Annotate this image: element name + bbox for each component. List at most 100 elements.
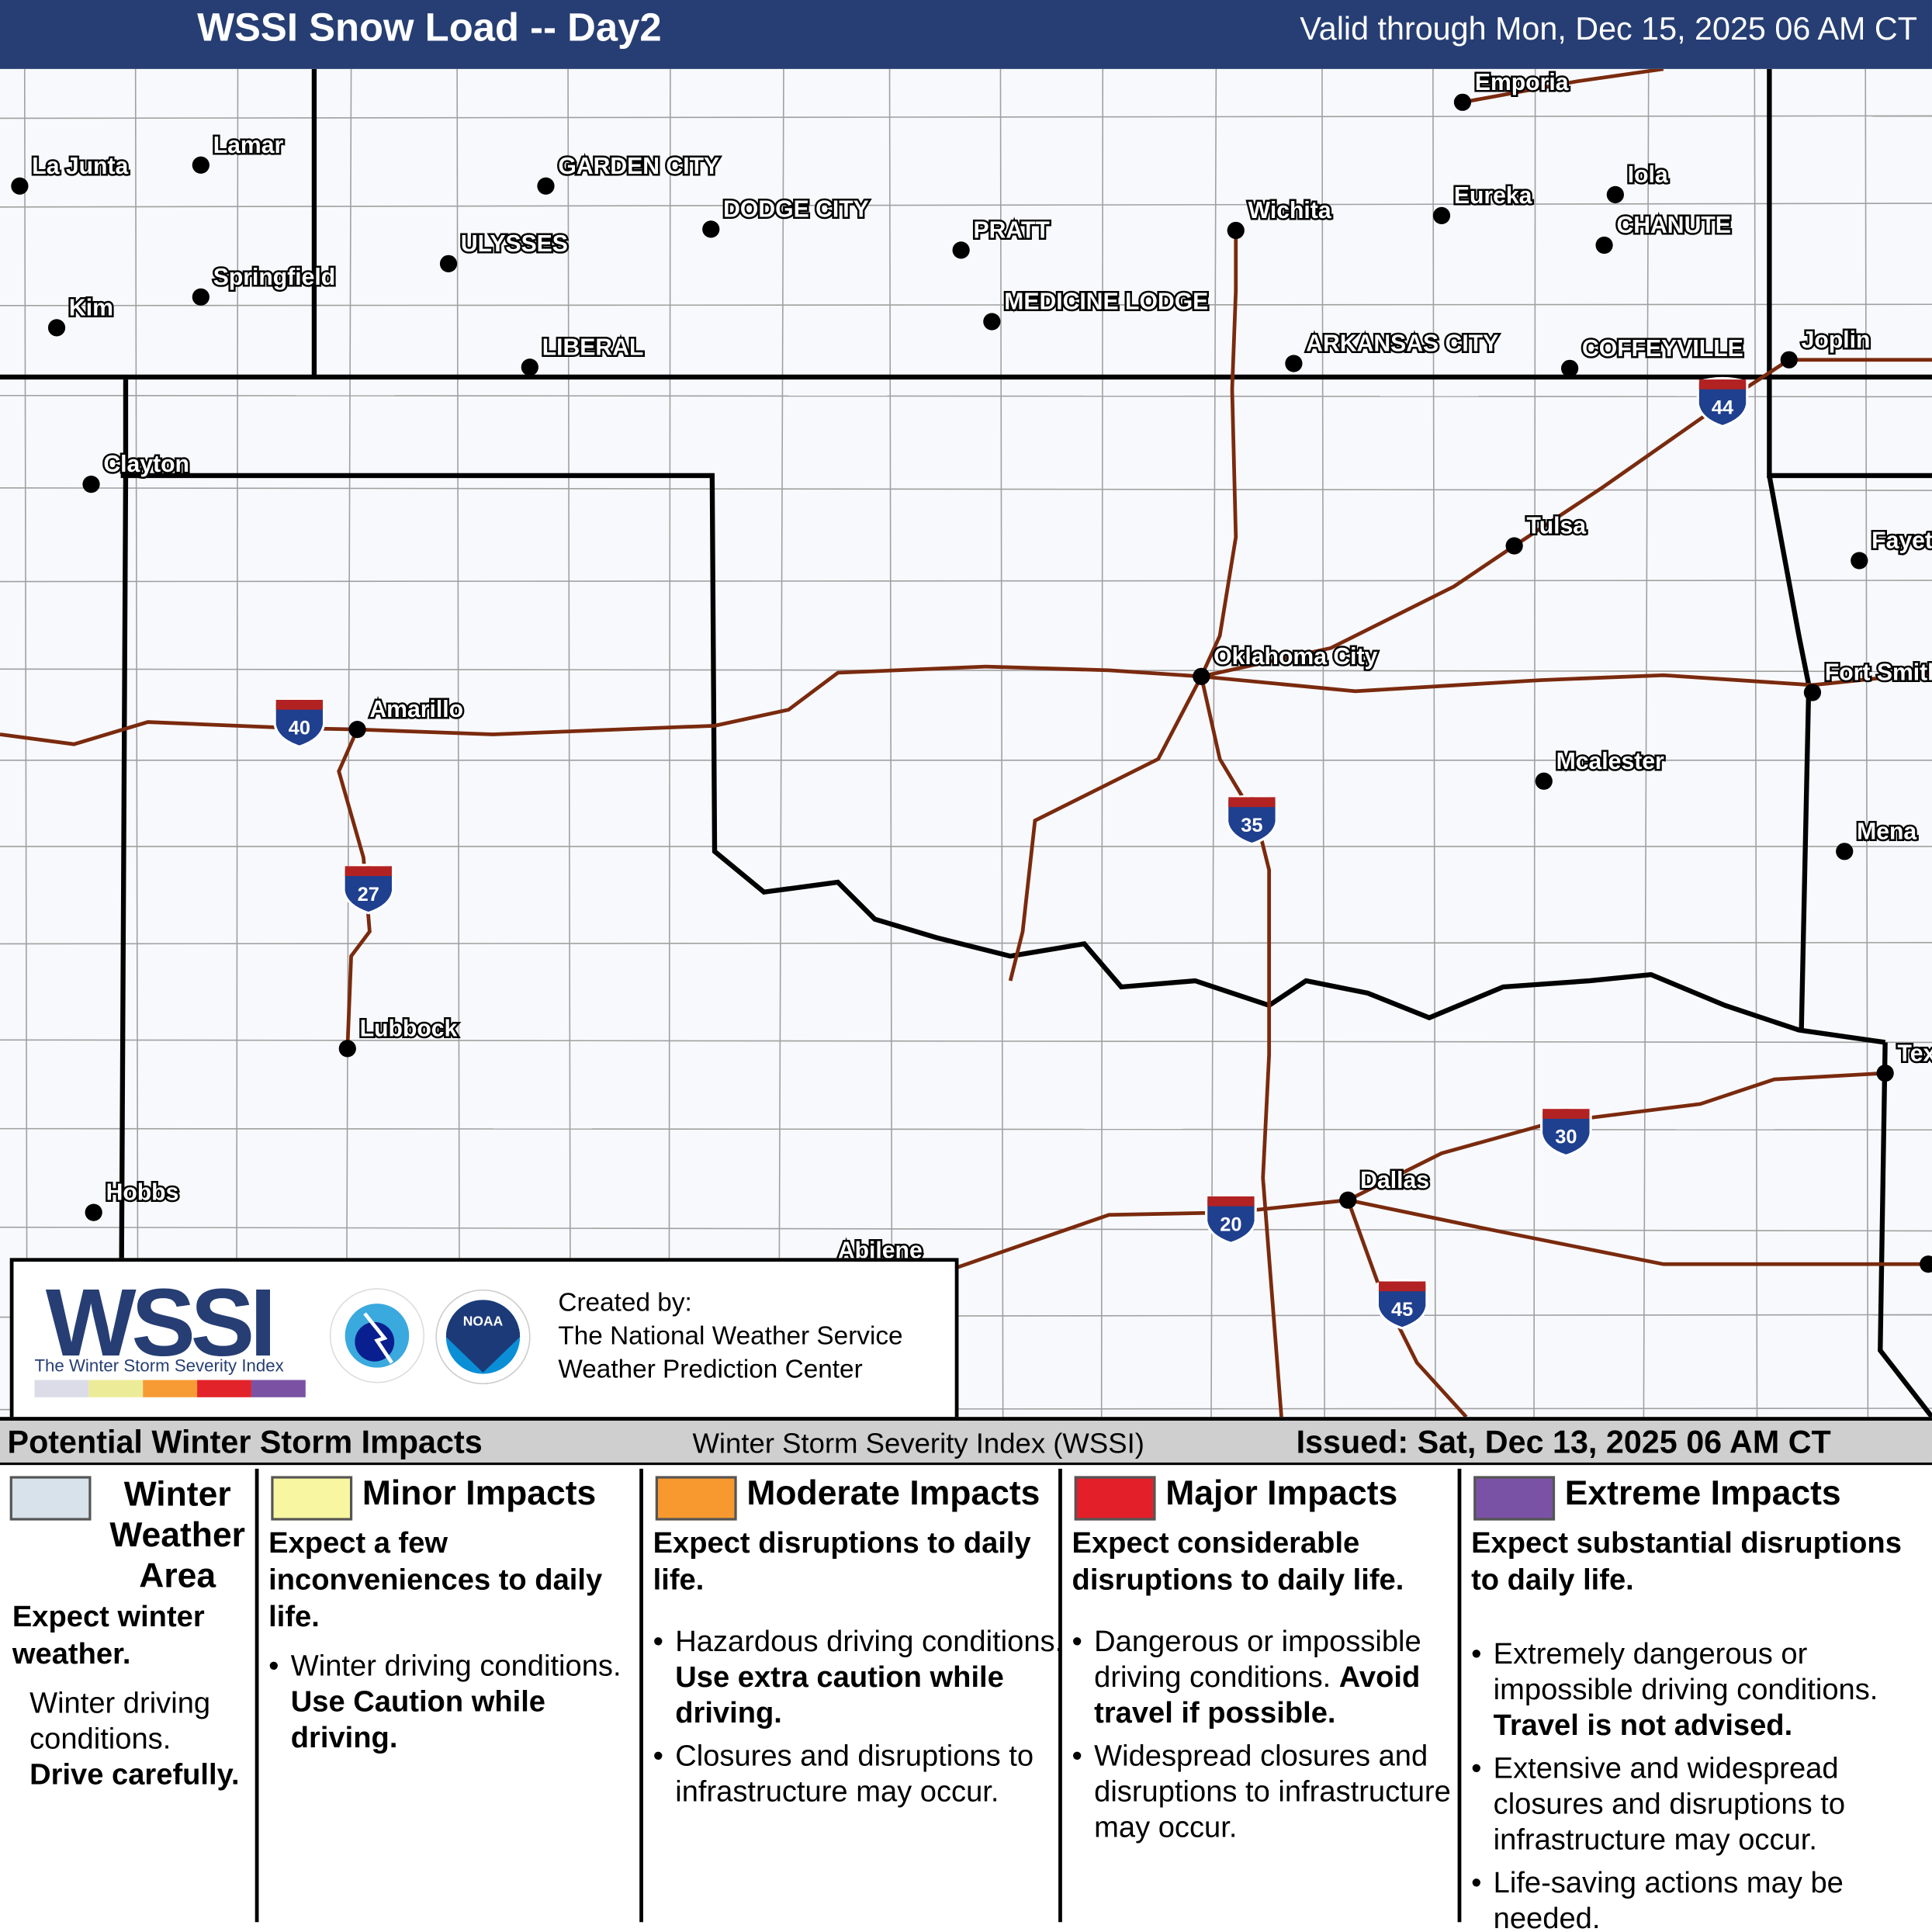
city-marker: Amarillo (348, 695, 466, 739)
noaa-logo-icon: NOAA (435, 1289, 531, 1385)
svg-text:30: 30 (1555, 1127, 1577, 1148)
city-dot (1535, 772, 1553, 790)
city-label: ULYSSES (461, 231, 568, 257)
city-dot (11, 177, 29, 195)
city-label: La Junta (32, 154, 128, 179)
city-dot (192, 288, 209, 306)
city-marker: CHANUTE (1595, 211, 1733, 254)
legend-bullet: Extensive and widespread closures and di… (1471, 1751, 1932, 1858)
county-borders (0, 68, 1932, 1418)
city-dot (521, 358, 538, 376)
city-label: Mcalester (1556, 749, 1664, 774)
map-title: WSSI Snow Load -- Day2 (197, 5, 662, 50)
city-dot (1227, 221, 1245, 240)
svg-text:40: 40 (289, 717, 310, 739)
svg-text:44: 44 (1712, 397, 1733, 419)
city-dot (85, 1203, 102, 1221)
city-label: Wichita (1248, 198, 1331, 223)
interstate-shield-30: 30 (1540, 1106, 1592, 1158)
legend-bullet: Dangerous or impossible driving conditio… (1072, 1624, 1456, 1731)
legend-divider (1457, 1468, 1462, 1923)
legend-expect: Expect substantial disruptions to daily … (1471, 1526, 1902, 1598)
header: WSSI Snow Load -- Day2 Valid through Mon… (0, 0, 1932, 69)
city-marker: Dallas (1339, 1165, 1432, 1209)
interstate-roads (0, 67, 1932, 1418)
city-marker: La Junta (11, 151, 130, 195)
legend-bullet: Life-saving actions may be needed. (1471, 1865, 1932, 1932)
city-marker: ULYSSES (439, 229, 570, 272)
city-dot (348, 720, 366, 739)
city-label: Dallas (1360, 1168, 1429, 1193)
city-dot (1876, 1065, 1894, 1082)
city-marker: GARDEN CITY (537, 151, 722, 195)
city-label: Lubbock (360, 1016, 458, 1042)
legend-expect: Expect considerable disruptions to daily… (1072, 1526, 1404, 1598)
color-swatch (143, 1380, 198, 1397)
svg-text:35: 35 (1241, 815, 1262, 836)
city-marker: Shreveport (1920, 1255, 1932, 1273)
impact-legend: Winter Weather Area Expect winter weathe… (0, 1464, 1932, 1932)
city-label: PRATT (974, 217, 1051, 243)
city-marker: Joplin (1780, 325, 1872, 369)
color-swatch (34, 1380, 89, 1397)
city-label: Mena (1857, 819, 1916, 844)
city-labels: La Junta Lamar Springfield Kim GARDEN CITYDO… (11, 68, 1932, 1279)
city-dot (1432, 206, 1451, 225)
city-dot (952, 241, 970, 259)
city-marker: Mena (1836, 817, 1919, 860)
legend-bullets: Dangerous or impossible driving conditio… (1072, 1624, 1456, 1853)
city-dot (702, 220, 720, 238)
map-area: 40 27 35 44 30 20 45 La Junta Lamar Springfield K… (0, 67, 1932, 1419)
city-label: Kim (69, 296, 113, 321)
legend-title: Major Impacts (1165, 1473, 1398, 1512)
city-marker: COFFEYVILLE (1560, 334, 1745, 377)
city-label: MEDICINE LODGE (1004, 289, 1208, 315)
legend-bullet: Winter driving conditions. Use Caution w… (268, 1649, 641, 1756)
legend-note: Winter driving conditions. Drive carefull… (29, 1686, 240, 1792)
legend-swatch (271, 1476, 353, 1521)
city-marker: MEDICINE LODGE (983, 287, 1210, 331)
legend-title: Moderate Impacts (746, 1473, 1040, 1512)
city-marker: Kim (47, 293, 115, 337)
legend-title: Winter Weather Area (109, 1474, 245, 1594)
legend-expect: Expect a few inconveniences to daily lif… (268, 1526, 603, 1634)
city-label: Oklahoma City (1214, 644, 1377, 670)
wssi-color-bar (34, 1380, 306, 1397)
city-marker: Emporia (1453, 68, 1570, 111)
city-label: Joplin (1802, 327, 1871, 353)
state-borders (0, 68, 1932, 1419)
city-label: Clayton (103, 452, 189, 477)
color-swatch (88, 1380, 144, 1397)
legend-bullets: Extremely dangerous or impossible drivin… (1471, 1636, 1932, 1932)
index-name: Winter Storm Severity Index (WSSI) (692, 1426, 1144, 1459)
city-label: Amarillo (369, 697, 463, 722)
city-label: Fayetteville (1871, 528, 1932, 554)
city-dot (1780, 351, 1798, 369)
legend-divider (639, 1468, 643, 1923)
legend-title: Minor Impacts (362, 1473, 597, 1512)
created-by-label: Created by: (558, 1289, 692, 1317)
wssi-logo: WSSI (45, 1268, 277, 1376)
city-dot (1595, 236, 1613, 254)
interstate-shield-20: 20 (1205, 1193, 1257, 1245)
city-dot (1453, 93, 1472, 111)
interstate-shield-44: 44 (1696, 376, 1749, 428)
city-dot (1505, 537, 1523, 555)
city-dot (1285, 355, 1303, 372)
city-dot (1920, 1255, 1932, 1273)
legend-divider (254, 1468, 259, 1923)
city-dot (1803, 684, 1822, 701)
valid-time: Valid through Mon, Dec 15, 2025 06 AM CT (1300, 9, 1917, 47)
legend-swatch (655, 1476, 737, 1521)
city-label: Texarkana (1898, 1040, 1932, 1066)
city-label: CHANUTE (1616, 213, 1730, 238)
org-wpc: Weather Prediction Center (558, 1355, 863, 1384)
city-dot (439, 254, 458, 272)
city-marker: PRATT (952, 216, 1052, 259)
color-swatch (251, 1380, 306, 1397)
legend-column-major-impacts: Major Impacts Expect considerable disrup… (1065, 1464, 1456, 1923)
city-marker: Tulsa (1505, 511, 1588, 555)
city-dot (537, 177, 555, 195)
city-label: Lamar (213, 133, 284, 158)
